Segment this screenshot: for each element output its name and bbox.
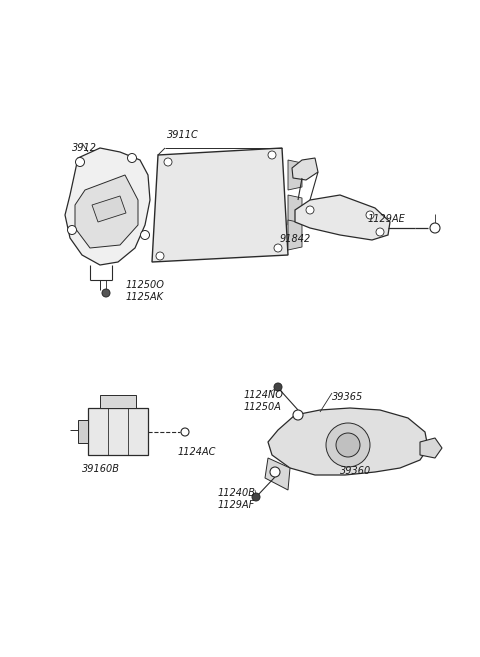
Circle shape xyxy=(164,158,172,166)
Text: 1129AF: 1129AF xyxy=(218,500,255,510)
Polygon shape xyxy=(295,195,390,240)
Circle shape xyxy=(68,225,76,235)
Text: 3911C: 3911C xyxy=(167,130,199,140)
Polygon shape xyxy=(92,196,126,222)
Circle shape xyxy=(156,252,164,260)
Polygon shape xyxy=(288,220,302,250)
Polygon shape xyxy=(152,148,288,262)
Circle shape xyxy=(274,383,282,391)
Polygon shape xyxy=(65,148,150,265)
Polygon shape xyxy=(268,408,428,475)
Circle shape xyxy=(376,228,384,236)
Text: 11250A: 11250A xyxy=(244,402,282,412)
Circle shape xyxy=(181,428,189,436)
Polygon shape xyxy=(100,395,136,408)
Circle shape xyxy=(336,433,360,457)
Text: 91842: 91842 xyxy=(280,234,311,244)
Circle shape xyxy=(326,423,370,467)
Text: 11240B: 11240B xyxy=(218,488,256,498)
Polygon shape xyxy=(420,438,442,458)
Circle shape xyxy=(128,154,136,162)
Polygon shape xyxy=(265,458,290,490)
Polygon shape xyxy=(288,160,302,190)
Text: 3912: 3912 xyxy=(72,143,97,153)
Circle shape xyxy=(274,244,282,252)
Polygon shape xyxy=(88,408,148,455)
Polygon shape xyxy=(292,158,318,180)
Polygon shape xyxy=(78,420,88,443)
Text: 39360: 39360 xyxy=(340,466,371,476)
Circle shape xyxy=(268,151,276,159)
Circle shape xyxy=(141,231,149,240)
Circle shape xyxy=(430,223,440,233)
Circle shape xyxy=(270,467,280,477)
Text: 1125AK: 1125AK xyxy=(126,292,164,302)
Text: 39365: 39365 xyxy=(332,392,363,402)
Text: 1124NO: 1124NO xyxy=(244,390,284,400)
Text: 1124AC: 1124AC xyxy=(178,447,216,457)
Circle shape xyxy=(252,493,260,501)
Polygon shape xyxy=(288,195,302,225)
Polygon shape xyxy=(75,175,138,248)
Text: 1129AE: 1129AE xyxy=(368,214,406,224)
Circle shape xyxy=(102,289,110,297)
Circle shape xyxy=(306,206,314,214)
Circle shape xyxy=(293,410,303,420)
Text: 11250O: 11250O xyxy=(126,280,165,290)
Text: 39160B: 39160B xyxy=(82,464,120,474)
Circle shape xyxy=(75,158,84,166)
Circle shape xyxy=(366,211,374,219)
